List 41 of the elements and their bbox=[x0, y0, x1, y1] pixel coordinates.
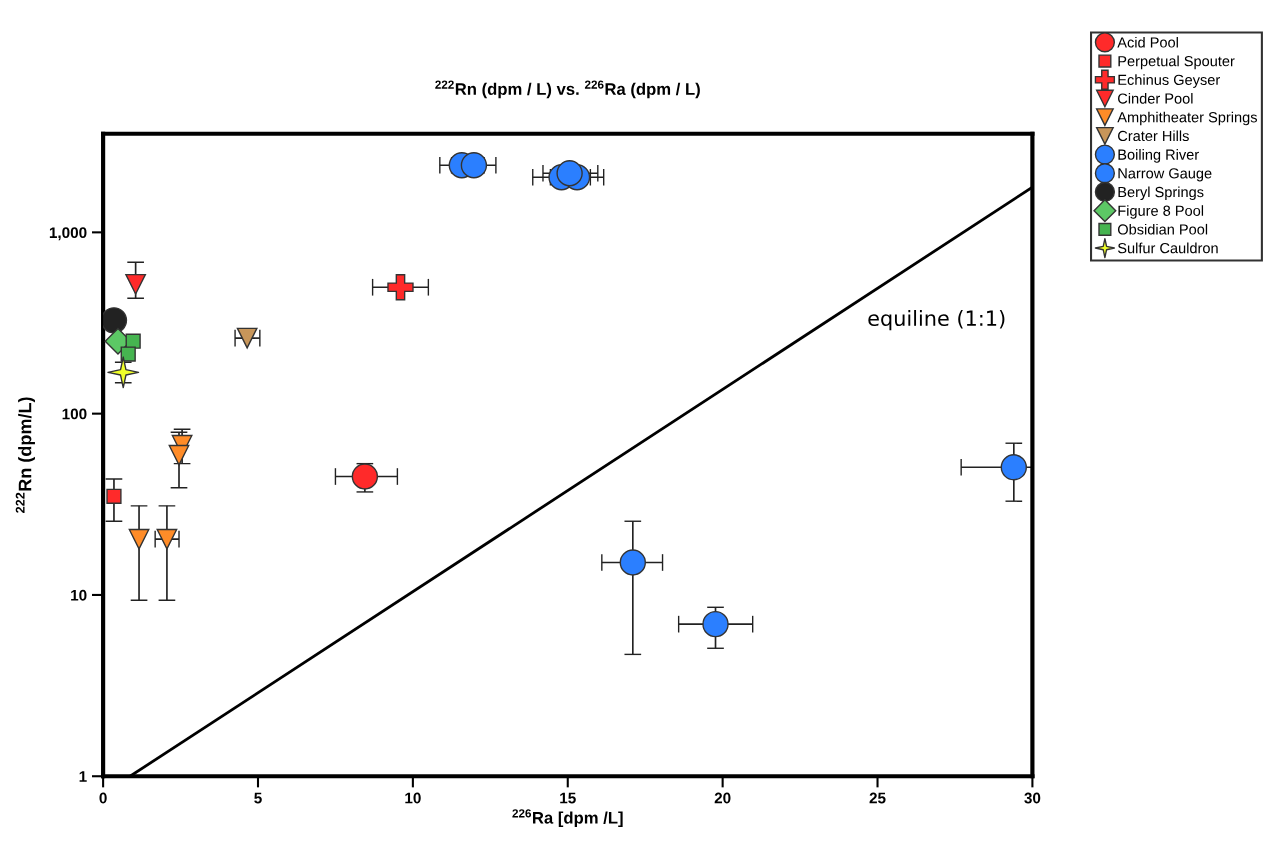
y-tick-label: 1,000 bbox=[49, 227, 87, 241]
legend-label: Narrow Gauge bbox=[1118, 168, 1212, 182]
legend-label: Figure 8 Pool bbox=[1118, 205, 1204, 219]
chart-title: $^{222}$Rn (dpm / L) vs. $^{226}$Ra (dpm / L) bbox=[435, 80, 700, 99]
point bbox=[556, 160, 583, 187]
point bbox=[387, 274, 414, 301]
point bbox=[1000, 454, 1028, 481]
point bbox=[460, 152, 488, 179]
y-axis-title: $^{222}$Rn (dpm/L) bbox=[15, 397, 35, 513]
legend-label: Beryl Springs bbox=[1118, 186, 1204, 201]
x-tick-label: 30 bbox=[1024, 792, 1041, 804]
y-tick-label: 100 bbox=[62, 408, 87, 420]
x-axis-title: $^{226}$Ra [dpm /L] bbox=[512, 809, 623, 827]
point bbox=[125, 273, 147, 295]
x-tick-label: 5 bbox=[254, 792, 262, 804]
legend-label: Echinus Geyser bbox=[1118, 74, 1220, 88]
point bbox=[351, 463, 379, 490]
x-tick-label: 10 bbox=[405, 792, 421, 804]
point bbox=[103, 307, 128, 334]
legend-label: Sulfur Cauldron bbox=[1117, 242, 1218, 254]
point bbox=[106, 488, 122, 504]
point bbox=[128, 528, 150, 550]
legend-label: Boiling River bbox=[1118, 149, 1199, 163]
legend-label: Cinder Pool bbox=[1118, 92, 1193, 104]
x-tick-label: 25 bbox=[869, 792, 886, 804]
x-tick-label: 20 bbox=[714, 792, 731, 804]
y-tick-label: 10 bbox=[71, 589, 87, 601]
point bbox=[619, 549, 647, 576]
legend-label: Obsidian Pool bbox=[1117, 223, 1208, 235]
x-tick-label: 15 bbox=[560, 792, 576, 804]
x-tick-label: 0 bbox=[99, 792, 107, 804]
annotation: equiline (1:1) bbox=[868, 309, 1005, 331]
point bbox=[107, 356, 140, 389]
y-tick-label: 1 bbox=[79, 771, 87, 782]
legend-label: Acid Pool bbox=[1117, 36, 1178, 48]
legend-label: Crater Hills bbox=[1118, 130, 1189, 142]
point bbox=[168, 444, 190, 466]
legend-label: Amphitheater Springs bbox=[1117, 111, 1257, 126]
point bbox=[702, 610, 729, 638]
point bbox=[120, 346, 136, 362]
legend-label: Perpetual Spouter bbox=[1118, 55, 1235, 70]
